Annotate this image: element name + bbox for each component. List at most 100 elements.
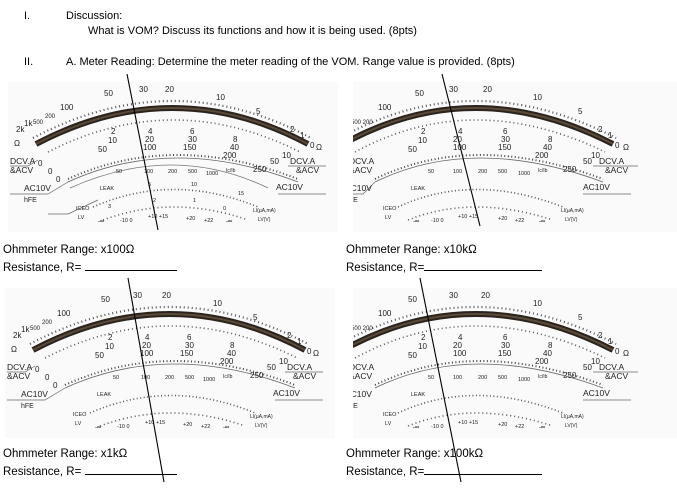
- svg-text:&ACV: &ACV: [605, 165, 628, 175]
- svg-text:1000: 1000: [206, 171, 218, 177]
- svg-text:dB: dB: [413, 220, 420, 222]
- svg-text:6: 6: [503, 333, 508, 342]
- svg-text:50: 50: [101, 295, 110, 304]
- svg-text:500 200: 500 200: [353, 120, 373, 126]
- svg-text:20: 20: [145, 135, 154, 144]
- svg-text:&ACV: &ACV: [605, 371, 628, 381]
- svg-text:50: 50: [95, 351, 104, 360]
- meter-dial-2: 1k 500 200 100 50 30 20 10 5 2 1 0 Ω 2 4…: [353, 82, 677, 232]
- svg-text:Ω: Ω: [14, 139, 20, 148]
- svg-text:20: 20: [453, 341, 462, 350]
- svg-text:hFE: hFE: [21, 403, 34, 410]
- meter-3-resistance-input[interactable]: [84, 463, 177, 475]
- svg-text:30: 30: [501, 135, 510, 144]
- svg-text:20: 20: [483, 85, 492, 94]
- svg-text:+10 +15: +10 +15: [145, 420, 165, 426]
- svg-text:DCV.A: DCV.A: [353, 362, 375, 372]
- svg-text:100: 100: [378, 309, 392, 318]
- svg-text:30: 30: [133, 291, 142, 300]
- svg-text:AC10V: AC10V: [273, 388, 300, 398]
- svg-text:10: 10: [418, 342, 427, 351]
- svg-text:dB: dB: [413, 426, 420, 428]
- svg-text:30: 30: [449, 291, 458, 300]
- section-2-title: A. Meter Reading: Determine the meter re…: [66, 56, 515, 68]
- svg-text:DCV.A: DCV.A: [7, 362, 33, 372]
- svg-text:ICEO: ICEO: [383, 412, 397, 418]
- meter-3-range-label: Ohmmeter Range: x1kΩ: [3, 448, 128, 460]
- svg-text:4: 4: [458, 333, 463, 342]
- svg-text:DCV.A: DCV.A: [287, 362, 313, 372]
- svg-text:LI(µA,mA): LI(µA,mA): [561, 208, 584, 214]
- svg-text:50: 50: [583, 363, 592, 372]
- svg-text:1: 1: [193, 198, 196, 204]
- svg-text:200: 200: [220, 357, 234, 366]
- svg-text:1k: 1k: [24, 119, 33, 128]
- svg-text:200: 200: [168, 169, 177, 175]
- svg-text:40: 40: [227, 349, 236, 358]
- svg-text:dB: dB: [95, 426, 102, 428]
- svg-text:50: 50: [415, 89, 424, 98]
- svg-text:250: 250: [563, 165, 577, 174]
- svg-text:0: 0: [310, 141, 315, 150]
- svg-text:0: 0: [615, 141, 620, 150]
- svg-text:50: 50: [408, 351, 417, 360]
- svg-text:50: 50: [583, 157, 592, 166]
- svg-text:ICEO: ICEO: [76, 206, 90, 212]
- svg-text:20: 20: [142, 341, 151, 350]
- meter-4-resistance-input[interactable]: [424, 463, 543, 475]
- svg-text:40: 40: [230, 143, 239, 152]
- svg-text:3: 3: [108, 204, 111, 210]
- svg-text:+22: +22: [515, 424, 524, 428]
- svg-text:250: 250: [253, 165, 267, 174]
- svg-text:Ω: Ω: [316, 143, 322, 152]
- meter-4-range-label: Ohmmeter Range: x100kΩ: [346, 448, 484, 460]
- svg-text:10: 10: [591, 357, 600, 366]
- svg-text:50: 50: [428, 169, 434, 175]
- svg-text:100: 100: [143, 143, 157, 152]
- svg-text:AC10V: AC10V: [353, 183, 372, 193]
- svg-text:500: 500: [185, 375, 194, 381]
- meter-1-resistance-label: Resistance, R=: [3, 262, 82, 274]
- meter-face: 2k 1k 500 200 100 50 30 20 10 5 2 1 0 Ω …: [10, 85, 326, 222]
- svg-text:10: 10: [108, 136, 117, 145]
- svg-text:15: 15: [238, 191, 244, 197]
- svg-text:LV: LV: [78, 215, 85, 221]
- meter-dial-1: 2k 1k 500 200 100 50 30 20 10 5 2 1 0 Ω …: [8, 82, 338, 232]
- svg-text:2: 2: [421, 127, 426, 136]
- svg-text:4: 4: [145, 333, 150, 342]
- meter-2-caption: Ohmmeter Range: x10kΩ Resistance, R=: [346, 241, 543, 277]
- svg-text:&ACV: &ACV: [296, 165, 319, 175]
- meter-4-resistance-label: Resistance, R=: [346, 466, 425, 478]
- svg-text:1: 1: [300, 131, 305, 140]
- svg-text:10: 10: [533, 93, 542, 102]
- svg-text:Ic/Ib: Ic/Ib: [538, 168, 548, 174]
- svg-text:10: 10: [282, 151, 291, 160]
- svg-text:2: 2: [290, 125, 295, 134]
- svg-text:5: 5: [578, 313, 583, 322]
- svg-text:dB: dB: [539, 426, 546, 428]
- svg-text:+20: +20: [183, 422, 192, 428]
- meter-1-range-label: Ohmmeter Range: x100Ω: [3, 244, 135, 256]
- svg-text:500: 500: [498, 375, 507, 381]
- svg-text:100: 100: [453, 375, 462, 381]
- svg-text:hFE: hFE: [353, 197, 358, 204]
- meter-2-resistance-input[interactable]: [424, 259, 543, 271]
- svg-text:150: 150: [183, 143, 197, 152]
- svg-text:100: 100: [57, 309, 71, 318]
- svg-text:LV(V): LV(V): [565, 217, 578, 222]
- svg-text:Ω: Ω: [623, 143, 629, 152]
- svg-text:AC10V: AC10V: [21, 389, 48, 399]
- svg-text:AC10V: AC10V: [24, 183, 51, 193]
- meter-3-needle: [127, 277, 165, 483]
- svg-text:hFE: hFE: [353, 403, 358, 410]
- svg-text:6: 6: [503, 127, 508, 136]
- svg-text:100: 100: [453, 349, 467, 358]
- meter-1-resistance-input[interactable]: [84, 259, 177, 271]
- svg-text:500: 500: [30, 326, 41, 332]
- svg-text:+10 +15: +10 +15: [148, 214, 168, 220]
- svg-text:AC10V: AC10V: [583, 182, 610, 192]
- svg-text:LEAK: LEAK: [97, 392, 111, 398]
